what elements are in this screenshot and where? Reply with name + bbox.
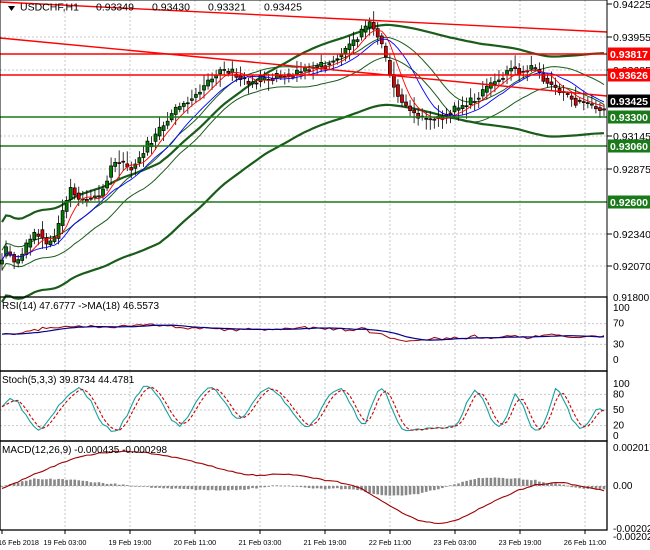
svg-text:0.93060: 0.93060 [610, 141, 648, 153]
svg-text:26 Feb 11:00: 26 Feb 11:00 [564, 538, 606, 547]
svg-text:0.93626: 0.93626 [610, 70, 648, 82]
svg-text:50: 50 [613, 405, 625, 416]
svg-text:RSI(14) 47.6777 ->MA(18) 46.5: RSI(14) 47.6777 ->MA(18) 46.5573 [2, 301, 159, 312]
svg-text:0.91800: 0.91800 [613, 293, 650, 304]
svg-text:21 Feb 03:00: 21 Feb 03:00 [238, 538, 281, 547]
svg-text:19 Feb 19:00: 19 Feb 19:00 [108, 538, 151, 547]
svg-text:0.93349: 0.93349 [96, 2, 134, 14]
svg-text:22 Feb 11:00: 22 Feb 11:00 [369, 538, 411, 547]
svg-text:0.00: 0.00 [613, 481, 633, 492]
svg-text:19 Feb 03:00: 19 Feb 03:00 [43, 538, 86, 547]
svg-text:21 Feb 19:00: 21 Feb 19:00 [303, 538, 346, 547]
svg-text:Stoch(5,3,3) 39.8734 44.4781: Stoch(5,3,3) 39.8734 44.4781 [2, 375, 135, 386]
svg-text:0.93425: 0.93425 [610, 96, 648, 108]
svg-text:0.92070: 0.92070 [613, 261, 650, 273]
svg-text:MACD(12,26,9) -0.000435 -0.000: MACD(12,26,9) -0.000435 -0.000298 [2, 445, 168, 456]
svg-text:-0.00202: -0.00202 [613, 532, 650, 543]
svg-text:70: 70 [613, 319, 625, 330]
svg-text:80: 80 [613, 389, 625, 400]
svg-text:0.93955: 0.93955 [613, 32, 650, 44]
svg-text:0.92340: 0.92340 [613, 229, 650, 241]
svg-text:0.002017: 0.002017 [613, 443, 650, 454]
svg-text:0.93300: 0.93300 [610, 112, 648, 124]
svg-text:16 Feb 2018: 16 Feb 2018 [0, 538, 39, 547]
svg-text:0.93430: 0.93430 [152, 2, 190, 14]
svg-text:0.93817: 0.93817 [610, 49, 648, 61]
svg-text:0.92875: 0.92875 [613, 164, 650, 176]
svg-text:30: 30 [613, 339, 625, 350]
svg-text:20 Feb 11:00: 20 Feb 11:00 [174, 538, 216, 547]
svg-text:100: 100 [613, 379, 630, 390]
svg-text:0: 0 [613, 355, 619, 366]
svg-text:0.94225: 0.94225 [613, 0, 650, 11]
svg-text:0: 0 [613, 431, 619, 442]
svg-text:0.92600: 0.92600 [610, 197, 648, 209]
svg-text:20: 20 [613, 421, 625, 432]
svg-text:USDCHF,H1: USDCHF,H1 [20, 2, 79, 14]
svg-text:0.93321: 0.93321 [208, 2, 246, 14]
svg-text:23 Feb 03:00: 23 Feb 03:00 [433, 538, 476, 547]
svg-text:0.93425: 0.93425 [264, 2, 302, 14]
svg-text:100: 100 [613, 303, 630, 314]
svg-text:23 Feb 19:00: 23 Feb 19:00 [498, 538, 541, 547]
